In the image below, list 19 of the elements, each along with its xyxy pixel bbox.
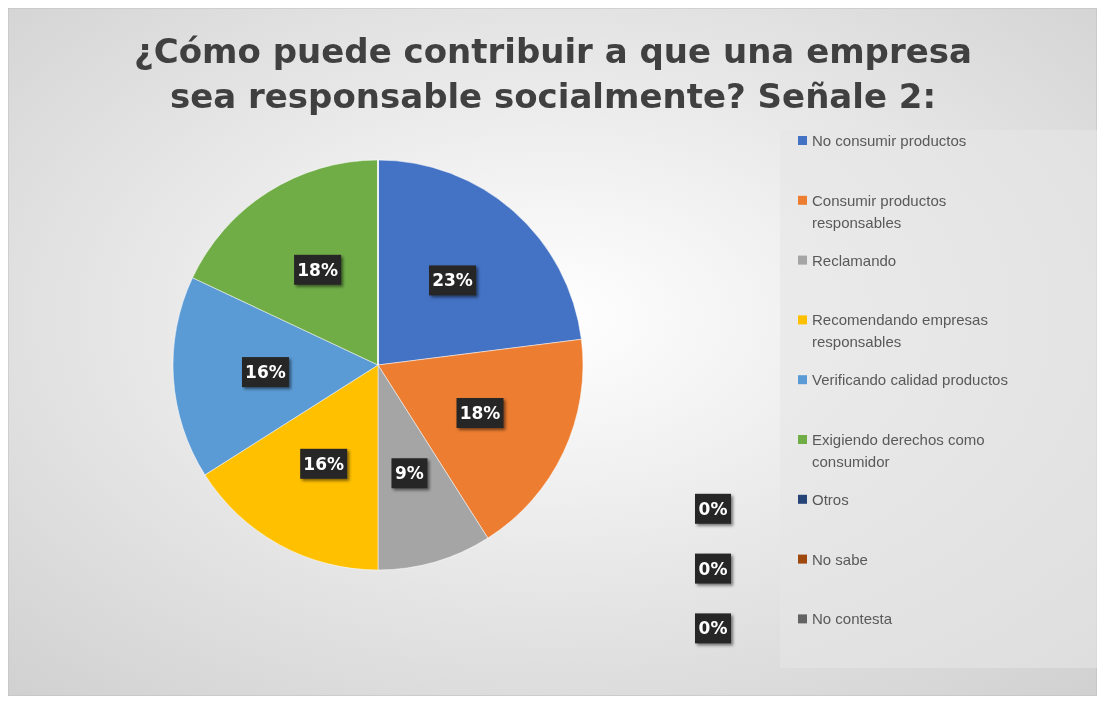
data-label: 16% bbox=[303, 453, 345, 474]
legend-label: Otros bbox=[812, 490, 849, 508]
data-label: 18% bbox=[459, 403, 501, 424]
legend-label: Exigiendo derechos como consumidor bbox=[812, 431, 985, 470]
data-label: 23% bbox=[432, 270, 473, 291]
legend-label: No contesta bbox=[812, 610, 893, 628]
data-label: 18% bbox=[297, 259, 338, 280]
legend-label: Verificando calidad productos bbox=[812, 371, 1008, 389]
text: 0% bbox=[698, 618, 728, 639]
legend-label: No consumir productos bbox=[812, 132, 967, 149]
text: 0% bbox=[698, 498, 728, 519]
text: 0% bbox=[698, 558, 728, 579]
chart-title: ¿Cómo puede contribuir a que una empresa sea responsable socialmente? Señale 2: bbox=[134, 31, 972, 116]
legend-label: No sabe bbox=[812, 550, 868, 568]
data-label: 16% bbox=[245, 362, 286, 383]
legend-label: Consumir productos responsables bbox=[812, 191, 947, 231]
legend-label: Reclamando bbox=[812, 251, 897, 269]
legend-label: Recomendando empresas responsables bbox=[812, 311, 988, 351]
data-label: 9% bbox=[395, 463, 424, 484]
